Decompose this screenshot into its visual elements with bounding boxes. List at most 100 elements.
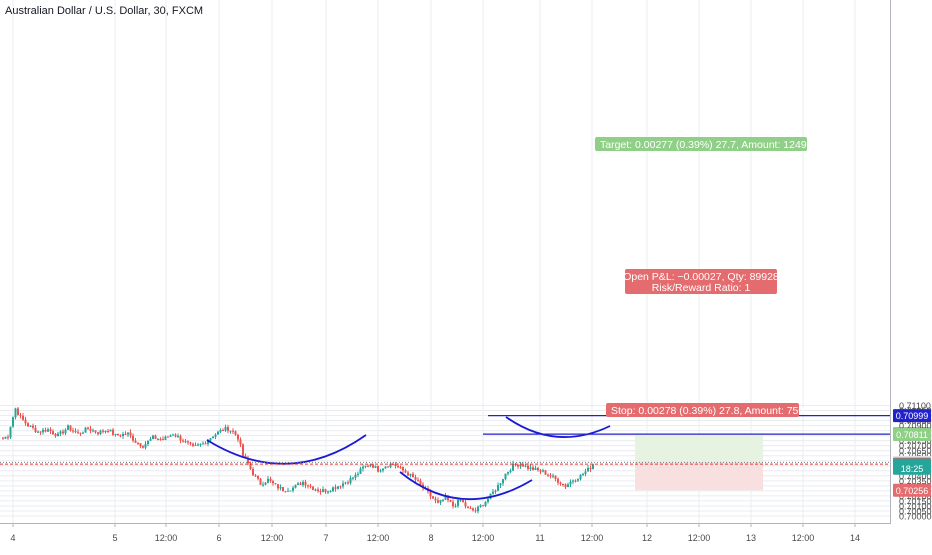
candle-body — [465, 502, 467, 506]
candle-body — [480, 505, 482, 507]
candle-body — [145, 444, 147, 448]
candle-body — [362, 467, 364, 469]
candle-body — [570, 482, 572, 484]
candle-body — [555, 476, 557, 479]
candle-body — [175, 435, 177, 437]
target-label[interactable]: Target: 0.00277 (0.39%) 27.7, Amount: 12… — [595, 137, 816, 151]
candle-body — [517, 465, 519, 466]
candle-body — [20, 415, 22, 416]
candle-body — [110, 430, 112, 432]
candle-body — [565, 484, 567, 487]
candle-body — [102, 431, 104, 432]
candle-body — [220, 430, 222, 432]
candle-body — [92, 430, 94, 431]
price-tick-label: 0.70000 — [899, 512, 932, 522]
candle-body — [442, 500, 444, 501]
candle-body — [132, 436, 134, 441]
candle-body — [137, 443, 139, 444]
candle-body — [42, 430, 44, 432]
candle-body — [140, 443, 142, 446]
candle-body — [437, 500, 439, 502]
candle-body — [195, 445, 197, 446]
candle-body — [57, 434, 59, 437]
candle-body — [560, 483, 562, 484]
left-shoulder-curve[interactable] — [207, 435, 366, 464]
candle-body — [147, 441, 149, 444]
candle-body — [417, 480, 419, 481]
candle-body — [285, 491, 287, 492]
candle-body — [262, 485, 264, 486]
candle-body — [135, 441, 137, 443]
candle-body — [552, 476, 554, 477]
candle-body — [252, 469, 254, 476]
candle-body — [10, 427, 12, 438]
candle-body — [37, 432, 39, 433]
candle-body — [182, 441, 184, 442]
candle-body — [327, 491, 329, 492]
candle-body — [22, 416, 24, 420]
candle-body — [27, 423, 29, 426]
candle-body — [115, 434, 117, 435]
stop-zone[interactable] — [635, 462, 763, 490]
candle-body — [562, 484, 564, 485]
candle-body — [415, 477, 417, 480]
candle-body — [187, 441, 189, 442]
candle-body — [525, 466, 527, 467]
candle-body — [372, 464, 374, 467]
price-tag-label: 0.70811 — [896, 430, 928, 440]
candle-body — [235, 431, 237, 435]
candle-body — [430, 491, 432, 496]
candle-body — [315, 490, 317, 491]
candle-body — [400, 467, 402, 468]
candle-body — [100, 431, 102, 435]
candle-body — [502, 479, 504, 483]
candle-body — [90, 429, 92, 431]
price-axis[interactable]: 0.711000.710500.710000.709500.709000.708… — [891, 0, 932, 550]
pnl-label[interactable]: Open P&L: −0.00027, Qty: 89928 Risk/Rewa… — [623, 269, 779, 294]
candle-body — [497, 485, 499, 491]
time-tick-label: 12:00 — [688, 533, 711, 543]
candle-body — [462, 500, 464, 503]
candle-body — [575, 481, 577, 482]
candle-body — [410, 474, 412, 476]
candle-body — [567, 484, 569, 487]
candle-body — [232, 431, 234, 432]
candle-body — [77, 432, 79, 433]
candle-body — [227, 427, 229, 431]
stop-label[interactable]: Stop: 0.00278 (0.39%) 27.8, Amount: 750 — [606, 403, 804, 417]
candle-body — [487, 499, 489, 502]
time-tick-label: 8 — [428, 533, 433, 543]
candle-body — [17, 408, 19, 414]
candle-body — [330, 491, 332, 492]
candle-body — [397, 466, 399, 467]
candle-body — [307, 485, 309, 486]
time-tick-label: 12:00 — [261, 533, 284, 543]
candle-body — [312, 486, 314, 489]
candle-body — [170, 435, 172, 436]
target-label-text: Target: 0.00277 (0.39%) 27.7, Amount: 12… — [600, 139, 816, 151]
time-tick-label: 13 — [746, 533, 756, 543]
candle-body — [142, 446, 144, 448]
candle-body — [272, 481, 274, 483]
candle-body — [240, 439, 242, 444]
candle-body — [587, 468, 589, 472]
candle-body — [150, 439, 152, 441]
candle-body — [550, 475, 552, 476]
time-tick-label: 12:00 — [472, 533, 495, 543]
candle-body — [582, 474, 584, 475]
target-zone[interactable] — [635, 434, 763, 462]
time-tick-label: 7 — [323, 533, 328, 543]
candle-body — [347, 482, 349, 483]
candle-body — [127, 432, 129, 434]
candle-body — [335, 487, 337, 488]
candle-body — [357, 474, 359, 475]
candle-body — [130, 432, 132, 435]
candle-body — [117, 434, 119, 435]
candle-body — [80, 433, 82, 434]
candle-body — [60, 431, 62, 433]
candle-body — [542, 470, 544, 471]
time-tick-label: 6 — [216, 533, 221, 543]
